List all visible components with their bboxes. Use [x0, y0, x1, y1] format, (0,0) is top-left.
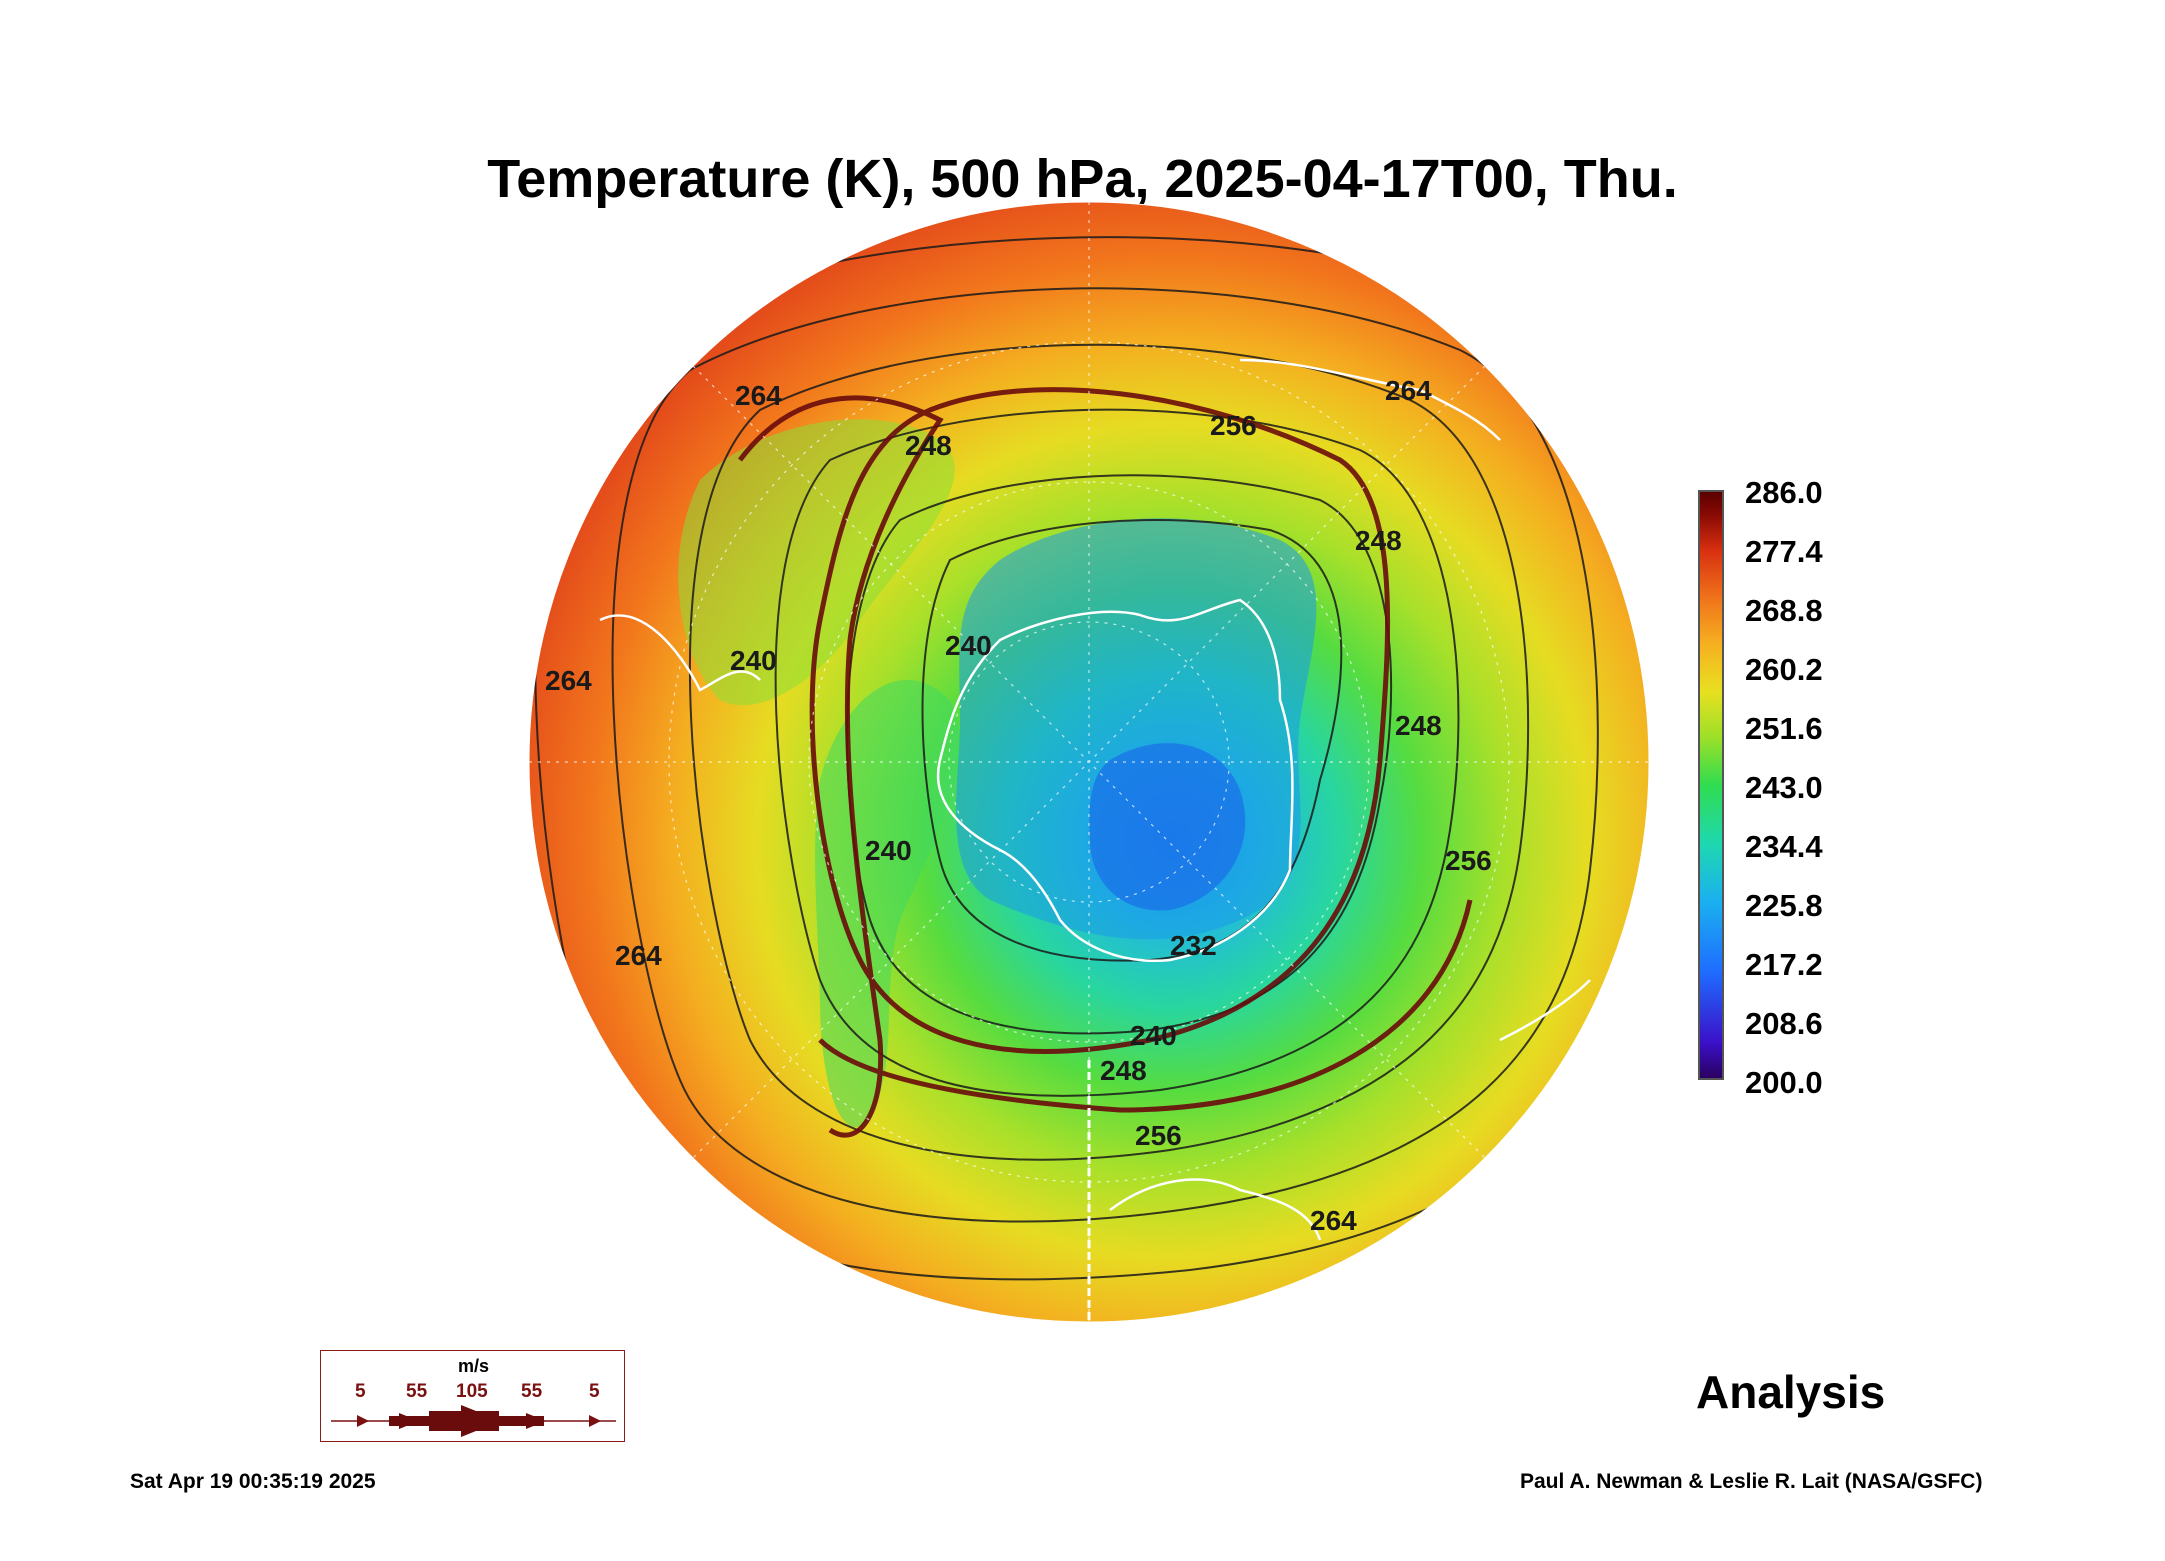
colorbar-tick-label: 260.2 — [1745, 652, 1823, 687]
contour-label: 240 — [865, 835, 912, 866]
contour-label: 248 — [905, 430, 952, 461]
contour-label: 248 — [1100, 1055, 1147, 1086]
latitude-circle — [948, 621, 1230, 903]
streamline — [738, 395, 944, 1138]
contour-label: 264 — [735, 380, 782, 411]
colorbar-tick-label: 234.4 — [1745, 829, 1823, 864]
credit-line: Paul A. Newman & Leslie R. Lait (NASA/GS… — [1520, 1470, 1983, 1493]
timestamp: Sat Apr 19 00:35:19 2025 — [130, 1470, 376, 1493]
colorbar-tick-label: 286.0 — [1745, 475, 1823, 510]
contour-line — [611, 287, 1599, 1223]
contour-label: 240 — [1130, 1020, 1177, 1051]
wind-unit-label: m/s — [457, 1356, 490, 1376]
contour-label: 240 — [945, 630, 992, 661]
colorbar-tick-label: 268.8 — [1745, 593, 1823, 628]
contour-line — [774, 408, 1460, 1097]
colorbar-tick-label: 225.8 — [1745, 888, 1823, 923]
colorbar-tick-label: 217.2 — [1745, 947, 1823, 982]
streamline — [818, 899, 1473, 1113]
contour-label: 232 — [1170, 930, 1217, 961]
coastline — [1239, 358, 1501, 441]
colorbar-tick-label: 251.6 — [1745, 711, 1823, 746]
coastline — [1499, 979, 1591, 1042]
coastline — [936, 598, 1294, 962]
colorbar-tick-label: 243.0 — [1745, 770, 1823, 805]
contour-label: 248 — [1355, 525, 1402, 556]
colorbar — [1698, 490, 1724, 1080]
wind-speed-legend: m/s 5 55 105 55 5 — [320, 1350, 625, 1442]
streamline — [809, 387, 1391, 1054]
blue-core-region — [1089, 743, 1246, 911]
wind-value-label: 55 — [406, 1381, 428, 1402]
analysis-label: Analysis — [1696, 1366, 1886, 1418]
colorbar-tick-label: 277.4 — [1745, 534, 1823, 569]
contour-label: 264 — [1385, 375, 1432, 406]
wind-value-label: 5 — [355, 1381, 366, 1402]
wind-value-label: 105 — [456, 1381, 488, 1402]
contour-label: 256 — [1210, 410, 1257, 441]
green-region-upper-left — [678, 419, 955, 706]
hemisphere-outline — [528, 201, 1650, 1323]
contour-label: 264 — [545, 665, 592, 696]
contour-label: 256 — [1445, 845, 1492, 876]
meridian-line — [692, 365, 1486, 1159]
chart-title: Temperature (K), 500 hPa, 2025-04-17T00,… — [487, 149, 1678, 209]
coastline — [599, 614, 761, 692]
wind-value-label: 55 — [521, 1381, 543, 1402]
colorbar-tick-label: 208.6 — [1745, 1006, 1823, 1041]
colorbar-tick-label: 200.0 — [1745, 1065, 1823, 1100]
wind-speed-arrow — [331, 1405, 616, 1437]
contour-label: 256 — [1135, 1120, 1182, 1151]
wind-value-label: 5 — [589, 1381, 600, 1402]
contour-label: 240 — [730, 645, 777, 676]
coastline — [1109, 1178, 1322, 1241]
contour-label: 264 — [1310, 1205, 1357, 1236]
contour-label: 248 — [1395, 710, 1442, 741]
contour-label: 264 — [615, 940, 662, 971]
